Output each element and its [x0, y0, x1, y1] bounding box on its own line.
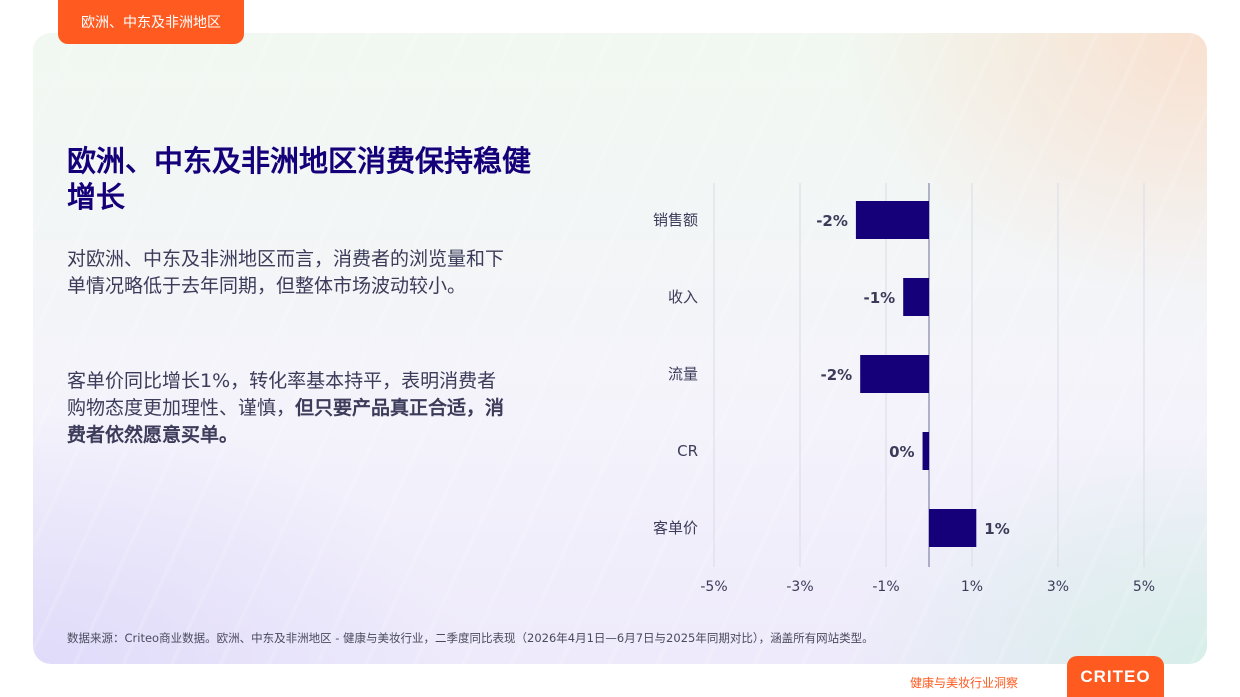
bar: [903, 278, 929, 316]
logo-text: CRITEO: [1080, 666, 1151, 686]
data-label: -2%: [820, 366, 852, 384]
category-label: CR: [677, 442, 698, 460]
paragraph-overview: 对欧洲、中东及非洲地区而言，消费者的浏览量和下单情况略低于去年同期，但整体市场波…: [67, 248, 505, 297]
bar: [922, 432, 929, 470]
x-tick-label: 1%: [961, 579, 983, 595]
data-label: 0%: [889, 443, 914, 461]
data-label: -2%: [816, 212, 848, 230]
category-label: 流量: [668, 365, 698, 383]
bar: [855, 201, 929, 239]
category-label: 客单价: [653, 519, 698, 537]
paragraph-insight-bold: 但只要产品真正合适，消费者依然愿意买单。: [67, 397, 505, 446]
region-tab[interactable]: 欧洲、中东及非洲地区: [58, 0, 244, 44]
data-label: 1%: [984, 520, 1009, 538]
x-tick-label: -5%: [700, 579, 727, 595]
bar: [860, 355, 929, 393]
x-tick-label: -3%: [786, 579, 813, 595]
paragraph-insight-normal: 客单价同比增长1%，转化率基本持平，表明消费者购物态度更加理性、谨慎，: [67, 370, 497, 419]
bar-chart: -5% -3% -1% 1% 3% 5% 销售额 -2% 收入 -1% 流量 -2% CR 0% 客单价 1%: [653, 183, 1155, 595]
category-label: 销售额: [653, 211, 698, 229]
x-tick-label: 3%: [1047, 579, 1069, 595]
category-label: 收入: [668, 288, 698, 306]
data-source-footnote: 数据来源：Criteo商业数据。欧洲、中东及非洲地区 - 健康与美妆行业，二季度…: [67, 631, 874, 645]
paragraph-insight: 客单价同比增长1%，转化率基本持平，表明消费者购物态度更加理性、谨慎，但只要产品…: [67, 368, 507, 449]
page-title: 欧洲、中东及非洲地区消费保持稳健增长: [67, 144, 532, 214]
x-tick-label: 5%: [1133, 579, 1155, 595]
bar: [929, 509, 977, 547]
footer-label: 健康与美妆行业洞察: [910, 676, 1019, 690]
data-label: -1%: [863, 289, 895, 307]
x-tick-label: -1%: [872, 579, 899, 595]
criteo-logo: CRITEO: [1067, 656, 1164, 697]
content-panel: [33, 33, 1207, 664]
